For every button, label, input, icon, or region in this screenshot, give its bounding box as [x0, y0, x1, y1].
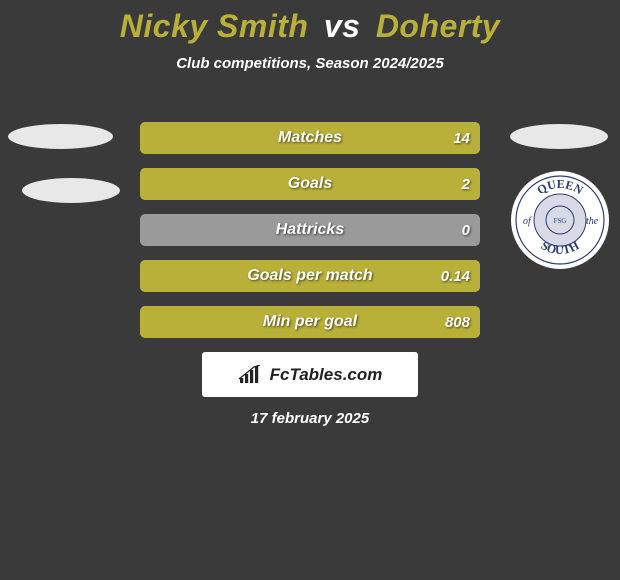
stat-bar-label: Min per goal [140, 306, 480, 338]
vs-separator: vs [324, 8, 361, 44]
subtitle: Club competitions, Season 2024/2025 [0, 55, 620, 72]
stat-bar-label: Matches [140, 122, 480, 154]
stat-bar-row: Matches14 [140, 122, 480, 154]
fctables-logo: FcTables.com [202, 352, 418, 397]
stats-bars: Matches14 Goals2 Hattricks0 Goals per match… [140, 122, 480, 352]
stat-bar-value: 2 [462, 168, 470, 200]
stat-bar-row: Min per goal808 [140, 306, 480, 338]
stat-bar-label: Hattricks [140, 214, 480, 246]
stat-bar-value: 0.14 [441, 260, 470, 292]
player2-name: Doherty [376, 8, 500, 44]
decor-ellipse-left-1 [8, 124, 113, 149]
stat-bar-value: 0 [462, 214, 470, 246]
decor-ellipse-right [510, 124, 608, 149]
stat-bar-value: 808 [445, 306, 470, 338]
stat-bar-row: Goals per match0.14 [140, 260, 480, 292]
stat-bar-row: Goals2 [140, 168, 480, 200]
date-label: 17 february 2025 [0, 410, 620, 427]
svg-text:FSG: FSG [554, 217, 567, 225]
logo-text: FcTables.com [270, 365, 383, 385]
player1-name: Nicky Smith [120, 8, 309, 44]
badge-text-right: the [586, 216, 599, 227]
comparison-title: Nicky Smith vs Doherty [0, 0, 620, 45]
club-badge: QUEEN SOUTH of the FSG [510, 170, 610, 270]
stat-bar-label: Goals [140, 168, 480, 200]
stat-bar-row: Hattricks0 [140, 214, 480, 246]
stat-bar-value: 14 [453, 122, 470, 154]
badge-text-left: of [523, 216, 532, 227]
decor-ellipse-left-2 [22, 178, 120, 203]
stat-bar-label: Goals per match [140, 260, 480, 292]
logo-chart-icon [238, 365, 264, 385]
